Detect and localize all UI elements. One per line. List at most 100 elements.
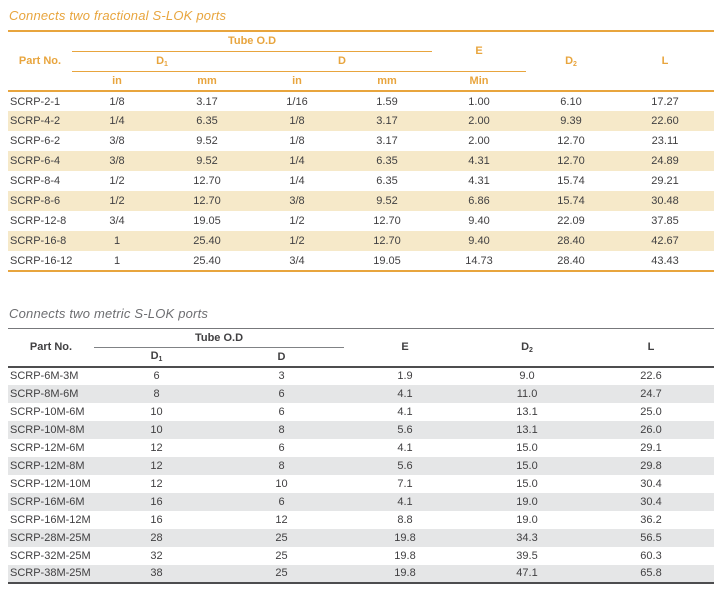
value-cell: 1.59 [376,95,398,108]
value-cell: 9.39 [526,111,617,131]
value-cell: 1/8 [109,95,125,108]
value-cell: 3.17 [196,95,218,108]
value-cell: 12.70 [373,215,401,227]
value-cell: 22.09 [557,215,585,227]
col-header-e: E [344,328,467,368]
value-cell: 37.85 [651,215,679,227]
value-cell: 9.52 [196,135,218,147]
value-cell: 1/2 [289,215,305,227]
part-no-cell: SCRP-12M-6M [10,441,85,454]
part-no-cell: SCRP-12-8 [10,215,67,227]
part-no-cell: SCRP-6-4 [8,151,72,171]
value-cell: 19.8 [344,564,467,583]
part-no-cell: SCRP-16M-6M [8,492,94,511]
value-cell: 22.60 [616,111,715,131]
value-cell: 4.1 [344,384,467,403]
value-cell: 8 [219,456,345,475]
value-cell: 25.40 [193,254,221,267]
value-cell: 12.70 [526,151,617,171]
value-cell: 19.0 [466,492,589,511]
table-row: SCRP-6M-3M 6 3 1.9 9.0 22.6 [8,367,714,385]
value-cell: 1.9 [397,370,413,382]
value-cell: 6 [278,405,285,418]
table-row: SCRP-8M-6M 8 6 4.1 11.0 24.7 [8,384,715,403]
value-cell: 15.0 [516,441,538,454]
part-no-cell: SCRP-8-4 [10,175,61,187]
col-header-d1: D1 [94,347,219,368]
value-cell: 25 [275,549,288,562]
value-cell: 1/2 [72,191,162,211]
part-no-cell: SCRP-32M-25M [10,549,91,562]
value-cell: 1/2 [252,231,342,251]
value-cell: 16 [94,492,219,511]
value-cell: 5.6 [344,420,467,439]
value-cell: 43.43 [651,254,679,267]
value-cell: 6 [153,370,160,382]
col-header-l: L [588,328,715,368]
value-cell: 65.8 [588,564,715,583]
table-row: SCRP-16M-12M 16 12 8.8 19.0 36.2 [8,511,714,529]
part-no-cell: SCRP-8-6 [8,191,72,211]
table-row: SCRP-16M-6M 16 6 4.1 19.0 30.4 [8,492,715,511]
value-cell: 47.1 [466,564,589,583]
value-cell: 28.40 [557,254,585,267]
value-cell: 12.70 [342,231,433,251]
table-row: SCRP-4-2 1/4 6.35 1/8 3.17 2.00 9.39 22.60 [8,111,715,131]
table-row: SCRP-8-4 1/2 12.70 1/4 6.35 4.31 15.74 29.21 [8,171,714,191]
value-cell: 4.31 [468,175,490,187]
col-header-d1-mm: mm [162,71,252,92]
table-row: SCRP-12M-8M 12 8 5.6 15.0 29.8 [8,456,715,475]
fractional-section-title: Connects two fractional S-LOK ports [9,8,227,23]
metric-section-title: Connects two metric S-LOK ports [9,306,209,321]
value-cell: 6.86 [432,191,527,211]
value-cell: 23.11 [651,135,679,147]
fractional-ports-table: Part No. Tube O.D E D2 L D1 D in mm in m… [8,30,715,272]
fractional-table-header: Part No. Tube O.D E D2 L D1 D in mm in m… [8,31,715,92]
value-cell: 4.31 [432,151,527,171]
value-cell: 9.0 [519,370,535,382]
col-header-part-no: Part No. [8,328,94,368]
col-header-tube-od: Tube O.D [72,31,433,52]
value-cell: 28.40 [526,231,617,251]
col-header-l: L [616,31,715,92]
value-cell: 5.6 [344,456,467,475]
header-row-1: Part No. Tube O.D E D2 L [8,328,715,368]
table-row: SCRP-38M-25M 38 25 19.8 47.1 65.8 [8,564,715,583]
value-cell: 25 [219,528,345,547]
value-cell: 4.1 [397,405,413,418]
value-cell: 19.8 [344,528,467,547]
value-cell: 3.17 [376,135,398,147]
table-row: SCRP-16-8 1 25.40 1/2 12.70 9.40 28.40 42.67 [8,231,715,251]
value-cell: 6.35 [376,175,398,187]
value-cell: 9.52 [342,191,433,211]
value-cell: 6 [219,384,345,403]
header-row-2: D1 D [8,347,714,368]
header-row-1: Part No. Tube O.D E D2 L [8,31,715,92]
d2-subscript: 2 [529,346,533,354]
value-cell: 3/4 [289,254,305,267]
header-row-2: D1 D [8,51,714,72]
part-no-cell: SCRP-10M-6M [10,405,85,418]
value-cell: 1/4 [289,175,305,187]
value-cell: 6.35 [162,111,252,131]
value-cell: 1/2 [109,175,125,187]
d1-subscript: 1 [158,356,163,364]
value-cell: 25 [219,564,345,583]
part-no-cell: SCRP-10M-8M [8,420,94,439]
col-header-d1: D1 [72,51,252,72]
value-cell: 30.4 [640,477,662,490]
value-cell: 15.74 [557,175,585,187]
part-no-cell: SCRP-38M-25M [8,564,94,583]
value-cell: 12.70 [193,175,221,187]
value-cell: 16 [150,513,163,526]
table-row: SCRP-6-2 3/8 9.52 1/8 3.17 2.00 12.70 23.11 [8,131,714,151]
value-cell: 1/4 [252,151,342,171]
value-cell: 26.0 [588,420,715,439]
value-cell: 6 [219,492,345,511]
value-cell: 13.1 [516,405,538,418]
col-header-part-no: Part No. [8,31,72,92]
value-cell: 12 [275,513,288,526]
d2-subscript: 2 [573,60,577,68]
part-no-cell: SCRP-6-2 [10,135,61,147]
value-cell: 29.8 [588,456,715,475]
